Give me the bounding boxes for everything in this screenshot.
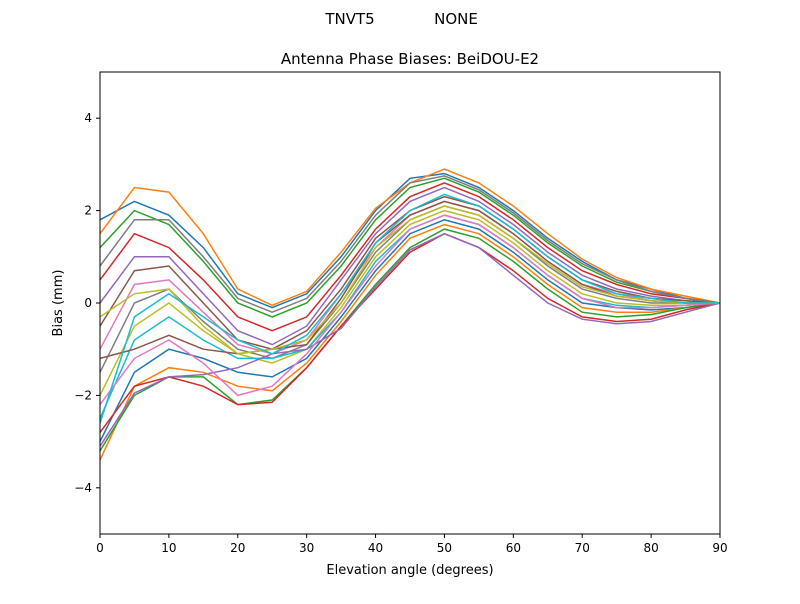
series-line-13 — [99, 228, 721, 452]
series-line-20 — [99, 193, 720, 424]
suptitle-station: TNVT5 — [324, 10, 374, 28]
series-line-9 — [99, 209, 721, 396]
x-tick-label: 70 — [575, 541, 590, 555]
y-tick-label: −4 — [74, 481, 92, 495]
y-tick-label: −2 — [74, 388, 92, 402]
y-tick-label: 0 — [84, 296, 92, 310]
x-tick-label: 10 — [161, 541, 176, 555]
series-line-4 — [99, 182, 721, 332]
series-line-17 — [99, 214, 721, 406]
series-line-18 — [99, 175, 721, 314]
x-tick-label: 0 — [96, 541, 104, 555]
x-tick-label: 80 — [643, 541, 658, 555]
series-line-3 — [99, 177, 721, 318]
series-lines — [99, 168, 721, 461]
series-line-19 — [99, 205, 720, 355]
chart-title: Antenna Phase Biases: BeiDOU-E2 — [281, 50, 539, 68]
series-line-12 — [99, 223, 721, 461]
y-axis-label: Bias (mm) — [51, 270, 66, 337]
x-tick-label: 40 — [368, 541, 383, 555]
x-tick-label: 50 — [437, 541, 452, 555]
suptitle-radome: NONE — [434, 10, 478, 28]
x-tick-label: 60 — [506, 541, 521, 555]
y-tick-label: 4 — [84, 111, 92, 125]
series-line-15 — [99, 232, 721, 447]
x-tick-label: 30 — [299, 541, 314, 555]
y-tick-label: 2 — [84, 204, 92, 218]
series-line-14 — [99, 232, 721, 433]
series-line-8 — [99, 205, 720, 373]
axis-ticks: 0 10 20 30 40 50 60 70 80 90 −4 −2 0 2 4 — [74, 111, 727, 555]
x-axis-label: Elevation angle (degrees) — [326, 563, 493, 578]
x-tick-label: 20 — [230, 541, 245, 555]
x-tick-label: 90 — [712, 541, 727, 555]
series-line-5 — [99, 186, 721, 346]
